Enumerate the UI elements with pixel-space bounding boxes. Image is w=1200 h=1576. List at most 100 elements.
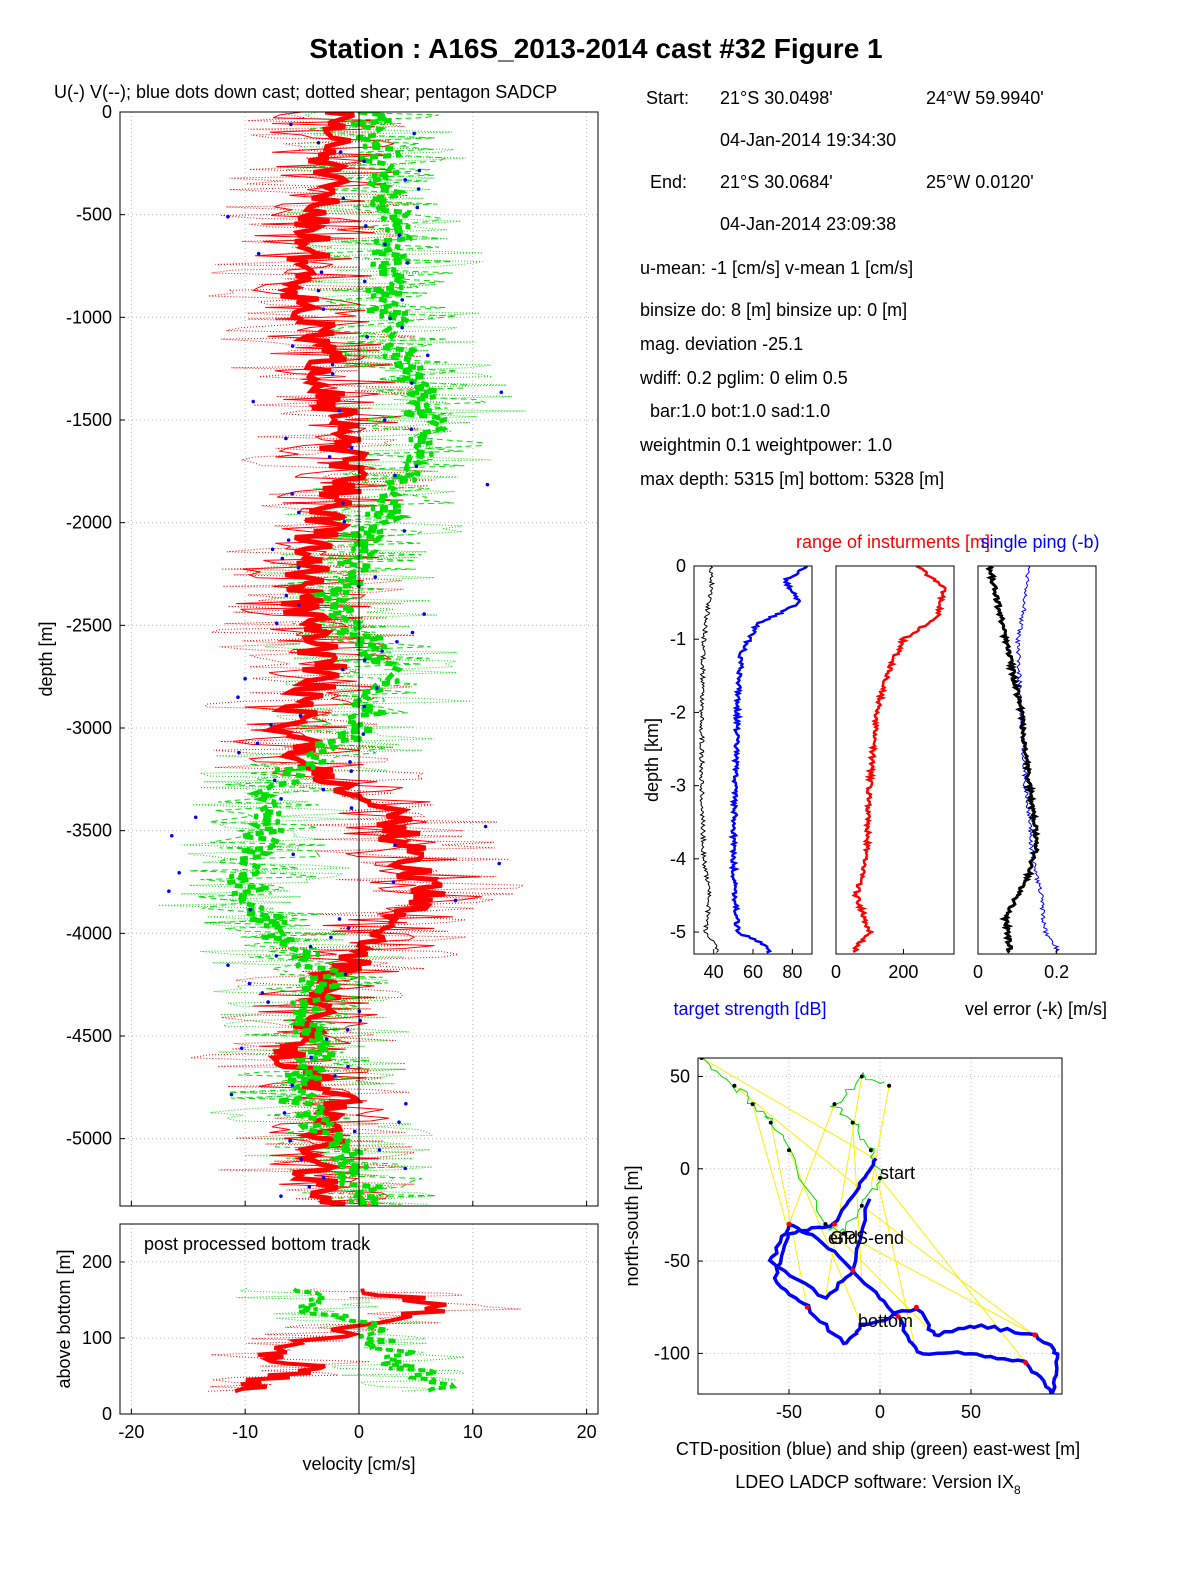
map-connector	[788, 1150, 863, 1326]
map-connector	[825, 1223, 935, 1336]
downcast-dot	[226, 214, 230, 219]
downcast-dot	[348, 760, 352, 764]
downcast-dot	[405, 261, 410, 265]
downcast-dot	[342, 519, 347, 524]
ship-fix-marker	[823, 1222, 828, 1227]
v-profile-line	[226, 112, 449, 1206]
ship-fix-marker	[732, 1083, 737, 1088]
velocity_error-vel-error-line	[985, 566, 1041, 954]
downcast-dot	[422, 612, 426, 616]
map-connector	[734, 1085, 859, 1188]
range-title: range of insturments [m]	[796, 532, 990, 552]
ship-track-line	[702, 1058, 885, 1234]
velerr-xlabel: vel error (-k) [m/s]	[965, 999, 1107, 1019]
map-connector	[752, 1104, 790, 1234]
downcast-dot	[247, 981, 252, 986]
downcast-dot	[362, 704, 367, 709]
downcast-dot	[373, 575, 378, 579]
velerr-title: single ping (-b)	[980, 532, 1099, 552]
ts-xlabel: target strength [dB]	[673, 999, 826, 1019]
start-label: Start:	[646, 88, 690, 108]
downcast-dot	[349, 769, 353, 773]
downcast-dot	[382, 418, 387, 422]
ctd-track-line	[767, 1157, 1060, 1394]
downcast-dot	[229, 1092, 234, 1097]
main-ytick-label-3: -1500	[66, 410, 112, 430]
downcast-dot	[393, 843, 397, 847]
map-ytick-label-1: 0	[680, 1159, 690, 1179]
downcast-dot	[279, 797, 283, 801]
main-ytick-label-9: -4500	[66, 1026, 112, 1046]
instrument_range-frame	[835, 565, 955, 955]
downcast-dot	[226, 963, 230, 967]
downcast-dot	[364, 224, 368, 228]
bt-u-shear	[208, 1288, 521, 1392]
map-connector	[870, 1150, 917, 1354]
downcast-dot	[286, 538, 291, 542]
map-xtick-label-1: 0	[875, 1402, 885, 1422]
ctd-fix-marker	[804, 1304, 810, 1310]
bt-ytick-label-1: 100	[82, 1328, 112, 1348]
velocity_error-xtick-label-0: 0	[973, 962, 983, 982]
downcast-dot	[256, 251, 261, 256]
map-annotation-start: start	[880, 1163, 915, 1183]
downcast-dot	[404, 1101, 408, 1106]
ts-ytick-label-2: -2	[670, 702, 686, 722]
instrument_range-range-line	[851, 566, 947, 953]
map-annotation-bottom: bottom	[858, 1311, 913, 1331]
end-lat: 21°S 30.0684'	[720, 172, 833, 192]
maxdepth-text: max depth: 5315 [m] bottom: 5328 [m]	[640, 469, 945, 489]
figure-title: Station : A16S_2013-2014 cast #32 Figure…	[309, 33, 882, 64]
downcast-dot	[243, 676, 247, 681]
downcast-dot	[349, 806, 354, 810]
downcast-dot	[362, 159, 366, 164]
ship-fix-marker	[750, 1102, 755, 1107]
downcast-dot	[345, 1028, 350, 1032]
downcast-dot	[410, 630, 415, 635]
downcast-dot	[397, 1120, 401, 1125]
bt-xtick-label-4: 20	[577, 1422, 597, 1442]
downcast-dot	[316, 288, 321, 293]
bt-xtick-label-0: -20	[118, 1422, 144, 1442]
downcast-dot	[343, 972, 348, 977]
map-connector	[701, 1058, 877, 1160]
map-ylabel: north-south [m]	[622, 1165, 642, 1286]
downcast-dot	[417, 168, 422, 173]
target_strength-frame	[693, 565, 813, 955]
target_strength-xtick-label-2: 80	[782, 962, 802, 982]
map-xtick-label-2: 50	[961, 1402, 981, 1422]
v-cast-line	[188, 112, 486, 1205]
bt-title: post processed bottom track	[144, 1234, 371, 1254]
downcast-dot	[362, 279, 367, 284]
downcast-dot	[400, 325, 404, 330]
plots-layer: 0-500-1000-1500-2000-2500-3000-3500-4000…	[36, 82, 1107, 1474]
map-connector	[770, 1122, 808, 1308]
bt-xtick-label-2: 0	[354, 1422, 364, 1442]
ts-ylabel: depth [km]	[642, 718, 662, 802]
downcast-dot	[236, 695, 240, 699]
map-ytick-label-3: -100	[654, 1343, 690, 1363]
downcast-dot	[346, 926, 351, 930]
means-text: u-mean: -1 [cm/s] v-mean 1 [cm/s]	[640, 258, 914, 278]
downcast-dot	[499, 390, 504, 395]
ts-ytick-label-5: -5	[670, 922, 686, 942]
downcast-dot	[309, 1055, 313, 1060]
map-connector	[788, 1103, 835, 1225]
downcast-dot	[321, 307, 326, 311]
downcast-dot	[346, 1064, 350, 1069]
downcast-dot	[274, 621, 279, 626]
target_strength-uplooker-line	[698, 566, 719, 953]
downcast-dot	[361, 732, 366, 736]
downcast-dot	[395, 639, 399, 644]
ship-fix-marker	[850, 1120, 855, 1125]
downcast-dot	[453, 898, 458, 903]
target_strength-xtick-label-1: 60	[743, 962, 763, 982]
downcast-dot	[327, 455, 332, 459]
main-ytick-label-6: -3000	[66, 718, 112, 738]
map-ytick-label-0: 50	[670, 1066, 690, 1086]
ts-ytick-label-3: -3	[670, 776, 686, 796]
velocity_error-xtick-label-1: 0.2	[1044, 962, 1069, 982]
ctd-fix-marker	[832, 1221, 837, 1227]
ts-ytick-label-1: -1	[670, 629, 686, 649]
u-profile-line	[259, 112, 446, 1206]
